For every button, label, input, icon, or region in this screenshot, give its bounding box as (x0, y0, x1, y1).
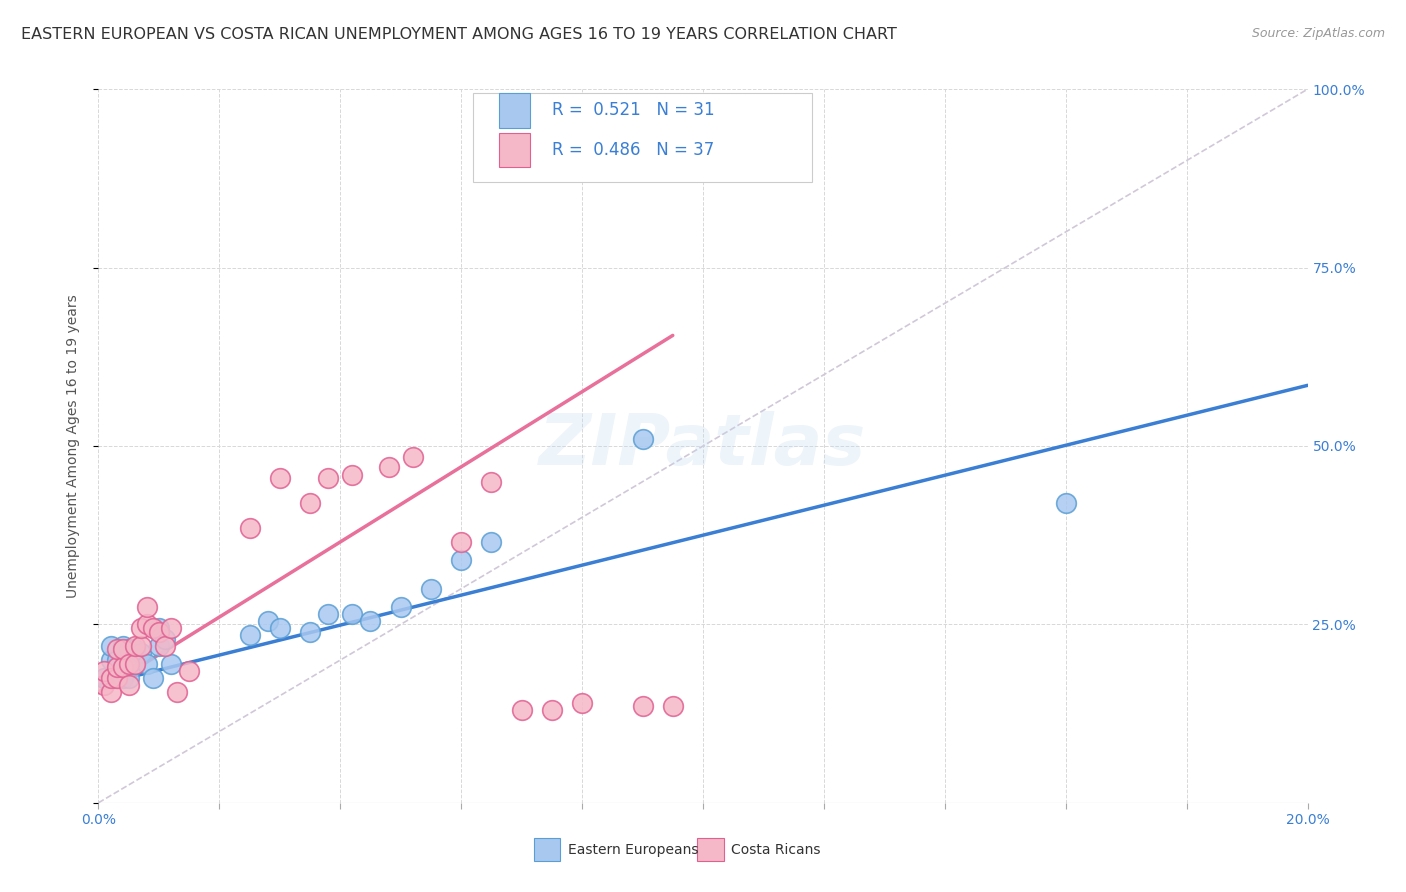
Point (256, 614, 278, 628)
Point (510, 703, 533, 717)
Point (481, 535, 503, 549)
FancyBboxPatch shape (534, 838, 561, 862)
Y-axis label: Unemployment Among Ages 16 to 19 years: Unemployment Among Ages 16 to 19 years (66, 294, 80, 598)
Text: Costa Ricans: Costa Ricans (731, 843, 820, 857)
Point (148, 624, 170, 639)
Point (124, 657, 146, 671)
FancyBboxPatch shape (697, 838, 724, 862)
Point (118, 642, 141, 657)
Point (316, 607, 339, 621)
Point (299, 496, 322, 510)
Point (93, 664, 115, 678)
Point (148, 639, 170, 653)
Point (129, 621, 152, 635)
Point (105, 671, 128, 685)
Point (540, 703, 562, 717)
Point (135, 617, 157, 632)
Point (299, 624, 322, 639)
Point (450, 553, 472, 567)
Point (142, 621, 165, 635)
Point (342, 607, 364, 621)
Point (166, 685, 188, 699)
Point (661, 699, 683, 714)
Point (124, 642, 146, 657)
Point (239, 628, 262, 642)
Point (105, 653, 128, 667)
Point (160, 657, 183, 671)
Point (481, 475, 503, 489)
Point (160, 621, 183, 635)
Point (631, 699, 654, 714)
Point (377, 460, 399, 475)
Point (118, 657, 141, 671)
Point (129, 639, 152, 653)
Text: R =  0.486   N = 37: R = 0.486 N = 37 (553, 141, 714, 159)
Point (93, 678, 115, 692)
Point (269, 621, 291, 635)
Point (148, 621, 170, 635)
Point (129, 646, 152, 660)
Text: ZIPatlas: ZIPatlas (540, 411, 866, 481)
Point (450, 535, 472, 549)
FancyBboxPatch shape (499, 94, 530, 128)
Point (135, 599, 157, 614)
Point (179, 664, 201, 678)
Point (402, 450, 425, 464)
Point (93, 671, 115, 685)
FancyBboxPatch shape (474, 93, 811, 182)
Point (1054, 496, 1077, 510)
Point (420, 582, 443, 596)
Point (118, 671, 141, 685)
Point (142, 671, 165, 685)
Point (124, 657, 146, 671)
Point (100, 671, 122, 685)
Point (153, 639, 176, 653)
Point (269, 471, 291, 485)
Point (105, 671, 128, 685)
Point (111, 660, 134, 674)
Point (631, 432, 654, 446)
Point (111, 639, 134, 653)
Point (389, 599, 412, 614)
Text: EASTERN EUROPEAN VS COSTA RICAN UNEMPLOYMENT AMONG AGES 16 TO 19 YEARS CORRELATI: EASTERN EUROPEAN VS COSTA RICAN UNEMPLOY… (21, 27, 897, 42)
Point (153, 632, 176, 646)
Point (239, 521, 262, 535)
Point (100, 653, 122, 667)
Point (571, 696, 593, 710)
Point (135, 657, 157, 671)
Point (105, 642, 128, 657)
Point (360, 614, 382, 628)
Text: R =  0.521   N = 31: R = 0.521 N = 31 (553, 102, 714, 120)
Text: Eastern Europeans: Eastern Europeans (568, 843, 697, 857)
Point (111, 642, 134, 657)
Point (118, 678, 141, 692)
Point (105, 660, 128, 674)
Point (100, 685, 122, 699)
FancyBboxPatch shape (499, 133, 530, 167)
Point (100, 639, 122, 653)
Point (316, 471, 339, 485)
Point (124, 639, 146, 653)
Point (111, 671, 134, 685)
Text: Source: ZipAtlas.com: Source: ZipAtlas.com (1251, 27, 1385, 40)
Point (342, 467, 364, 482)
